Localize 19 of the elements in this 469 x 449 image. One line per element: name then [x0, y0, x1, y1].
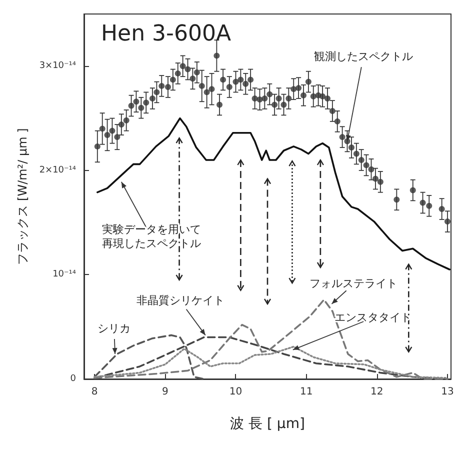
- annotation: フォルステライト: [310, 276, 398, 290]
- x-tick-label: 13: [441, 386, 454, 398]
- annotation: 実験データを用いて再現したスペクトル: [102, 222, 201, 250]
- chart-title: Hen 3-600A: [101, 22, 231, 46]
- x-tick-label: 8: [91, 386, 98, 398]
- x-tick-label: 11: [300, 386, 313, 398]
- x-axis-title: 波 長 [ μm]: [230, 416, 305, 432]
- annotation: 非晶質シリケイト: [136, 294, 224, 308]
- annotation: 観測したスペクトル: [314, 50, 413, 64]
- annotation: エンスタタイト: [334, 310, 412, 324]
- y-axis-title: フラックス [W/m²/ μm ]: [15, 128, 30, 265]
- x-tick-label: 9: [162, 386, 168, 398]
- y-tick-label: 2×10⁻¹⁴: [39, 165, 76, 176]
- annotation: シリカ: [98, 322, 131, 335]
- y-tick-label: 0: [70, 374, 76, 384]
- x-tick-label: 12: [370, 386, 384, 398]
- y-tick-label: 3×10⁻¹⁴: [39, 61, 76, 72]
- x-tick-label: 10: [229, 386, 242, 398]
- y-tick-label: 10⁻¹⁴: [52, 270, 76, 280]
